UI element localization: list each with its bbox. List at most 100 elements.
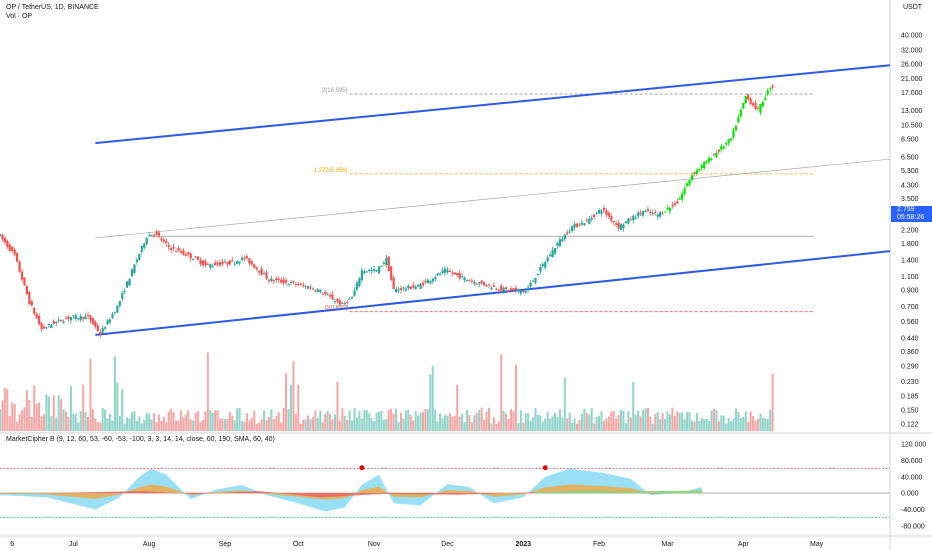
candle-body [617, 222, 620, 229]
time-tick-label: Apr [738, 541, 750, 548]
candle-body [118, 301, 121, 306]
candle [243, 255, 246, 262]
candle-body [128, 278, 131, 286]
candle-body [282, 279, 285, 284]
volume-bar [761, 417, 764, 431]
candle [634, 214, 637, 220]
volume-bar [160, 420, 163, 431]
volume-bar [319, 410, 322, 431]
candle [720, 143, 723, 153]
candle [399, 285, 403, 294]
candle [431, 277, 434, 284]
candle [737, 114, 740, 124]
candle-body [167, 245, 170, 248]
candle [255, 266, 258, 272]
volume-bar [571, 422, 574, 431]
candle-body [661, 213, 664, 215]
volume-bar [510, 409, 513, 431]
candle [77, 317, 80, 321]
volume-bar [485, 411, 488, 431]
oscillator-tick-label: 0.000 [901, 491, 919, 498]
oscillator-tick-label: -40.000 [901, 507, 925, 514]
candle-body [377, 266, 381, 274]
volume-bar [314, 410, 317, 431]
volume-bar [642, 410, 645, 431]
candle-body [668, 207, 672, 212]
candle-body [196, 256, 200, 260]
candle-body [654, 212, 657, 214]
volume-bar [722, 415, 725, 431]
volume-bar [18, 414, 21, 431]
candle-body [28, 291, 31, 304]
candle-body [253, 264, 256, 269]
volume-bar [483, 419, 486, 431]
candle-body [133, 264, 136, 273]
candle [331, 291, 334, 300]
candle [333, 298, 337, 305]
volume-bar [561, 417, 564, 431]
volume-bar [267, 416, 270, 431]
volume-bar [519, 410, 522, 431]
candle-body [531, 280, 535, 282]
candle [417, 283, 420, 288]
volume-bar [89, 358, 92, 431]
candle-body [705, 161, 708, 164]
candle [534, 277, 537, 285]
volume-bar [683, 419, 686, 431]
candle-body [387, 256, 390, 272]
volume-bar [55, 418, 58, 431]
candle [50, 324, 53, 329]
candle-body [470, 280, 473, 282]
candle [336, 298, 339, 304]
candle [42, 324, 46, 330]
candle [451, 270, 454, 277]
candle-body [311, 288, 315, 290]
volume-bar [690, 420, 693, 431]
volume-bar [316, 417, 319, 431]
candle-body [624, 221, 628, 223]
volume-bar [480, 407, 483, 431]
volume-bar [167, 411, 170, 431]
candle [272, 279, 275, 285]
candle-body [135, 259, 139, 263]
volume-bar [573, 418, 576, 431]
candle [23, 277, 26, 286]
candle [248, 257, 251, 266]
candle [575, 222, 579, 229]
candle [304, 284, 307, 290]
volume-bar [725, 423, 728, 431]
candle [424, 278, 427, 285]
candle-body [302, 284, 305, 286]
candle [695, 168, 698, 177]
candle [377, 265, 381, 275]
price-axis: 40.000 32.000 26.000 21.000 17.000 13.000 10.5… [901, 32, 923, 428]
candle-body [64, 318, 68, 320]
candle [443, 266, 447, 277]
candle-body [558, 239, 562, 247]
candle-body [206, 263, 209, 265]
candle [306, 285, 310, 290]
volume-bar [556, 416, 559, 431]
candle-body [463, 277, 466, 281]
candle-body [529, 282, 532, 287]
chart-title: OP / TetherUS, 1D, BINANCE [6, 4, 99, 11]
volume-bar [456, 384, 459, 431]
candle [360, 267, 363, 283]
volume-bar [30, 416, 33, 431]
volume-bar [742, 416, 745, 431]
candle [470, 278, 473, 284]
time-tick-label: Jul [69, 541, 78, 548]
volume-bar [373, 421, 376, 431]
volume-bar [336, 381, 339, 431]
candle-body [580, 222, 584, 225]
candle-body [338, 300, 341, 305]
candle-body [509, 288, 513, 290]
candle-body [610, 216, 613, 221]
candle [461, 273, 464, 280]
candle-body [749, 98, 752, 105]
candle [287, 283, 290, 286]
candle [130, 268, 134, 277]
volume-bar [649, 416, 652, 431]
candle [522, 290, 525, 294]
